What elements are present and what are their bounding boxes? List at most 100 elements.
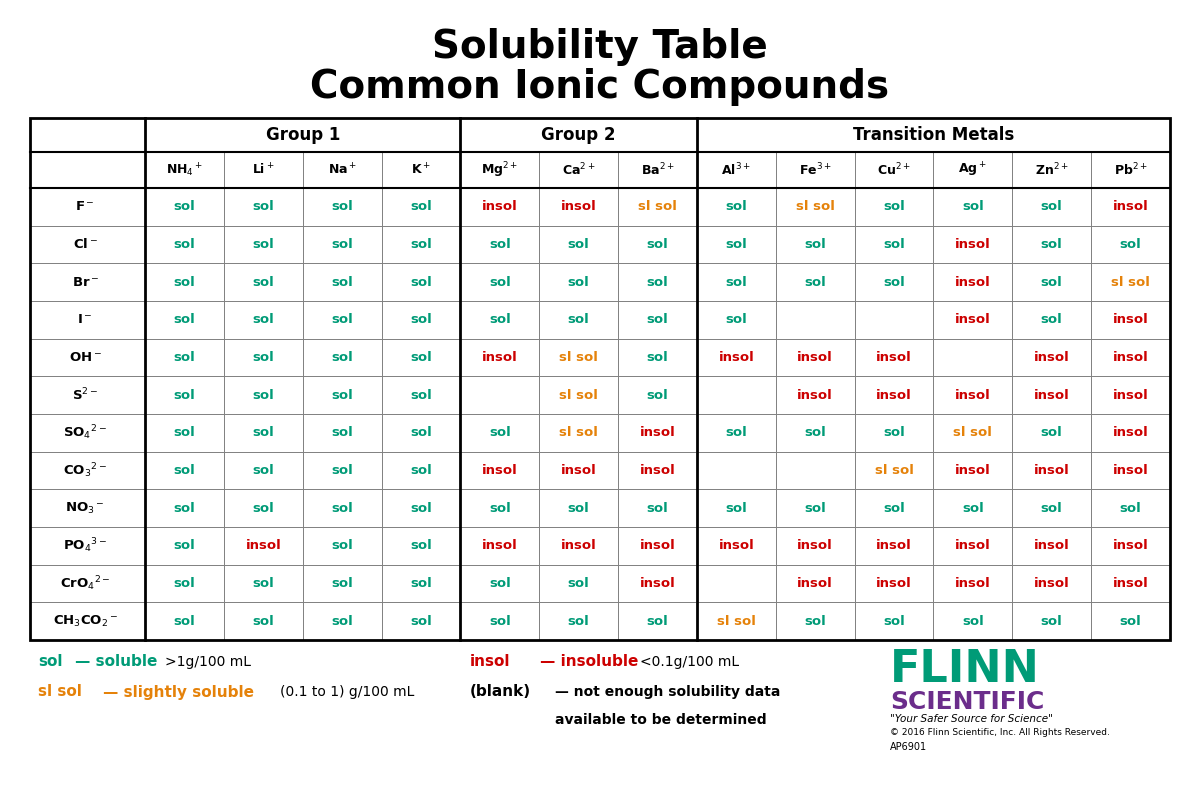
- Text: NH$_4$$^+$: NH$_4$$^+$: [166, 162, 203, 178]
- Bar: [775, 414, 854, 452]
- Bar: [775, 226, 854, 263]
- Bar: [539, 152, 618, 188]
- Text: sol: sol: [410, 200, 432, 214]
- Bar: [302, 338, 382, 376]
- Bar: [224, 263, 302, 301]
- Bar: [934, 452, 1013, 490]
- Text: sol: sol: [174, 577, 196, 590]
- Text: sol: sol: [726, 238, 748, 251]
- Text: insol: insol: [640, 577, 676, 590]
- Text: sol: sol: [883, 614, 905, 628]
- Text: sol: sol: [331, 502, 353, 514]
- Text: sol: sol: [331, 614, 353, 628]
- Text: insol: insol: [876, 389, 912, 402]
- Text: sol: sol: [410, 351, 432, 364]
- Text: sol: sol: [252, 577, 274, 590]
- Text: sol: sol: [568, 238, 589, 251]
- Text: Ag$^+$: Ag$^+$: [959, 161, 988, 179]
- Text: sol: sol: [174, 426, 196, 439]
- Text: insol: insol: [640, 464, 676, 477]
- Text: — slightly soluble: — slightly soluble: [103, 685, 254, 699]
- Text: insol: insol: [482, 351, 517, 364]
- Text: insol: insol: [1034, 464, 1069, 477]
- Bar: [302, 226, 382, 263]
- Text: sol: sol: [331, 200, 353, 214]
- Bar: [382, 263, 461, 301]
- Text: sol: sol: [647, 314, 668, 326]
- Text: insol: insol: [1112, 200, 1148, 214]
- Bar: [30, 118, 145, 188]
- Text: sl sol: sl sol: [1111, 276, 1150, 289]
- Bar: [30, 226, 145, 263]
- Bar: [1091, 226, 1170, 263]
- Text: insol: insol: [797, 351, 833, 364]
- Text: sol: sol: [883, 238, 905, 251]
- Text: insol: insol: [1034, 577, 1069, 590]
- Bar: [145, 565, 224, 602]
- Bar: [461, 152, 539, 188]
- Bar: [1013, 490, 1091, 527]
- Text: sol: sol: [883, 426, 905, 439]
- Bar: [461, 301, 539, 338]
- Bar: [382, 188, 461, 226]
- Bar: [539, 527, 618, 565]
- Bar: [224, 338, 302, 376]
- Text: Ba$^{2+}$: Ba$^{2+}$: [641, 162, 674, 178]
- Bar: [30, 338, 145, 376]
- Text: NO$_3$$^-$: NO$_3$$^-$: [66, 501, 104, 516]
- Text: Br$^-$: Br$^-$: [72, 276, 98, 289]
- Text: sol: sol: [410, 314, 432, 326]
- Text: insol: insol: [1034, 539, 1069, 552]
- Text: sol: sol: [410, 276, 432, 289]
- Bar: [302, 602, 382, 640]
- Text: sl sol: sl sol: [559, 351, 598, 364]
- Bar: [1013, 414, 1091, 452]
- Text: insol: insol: [876, 577, 912, 590]
- Text: © 2016 Flinn Scientific, Inc. All Rights Reserved.: © 2016 Flinn Scientific, Inc. All Rights…: [890, 728, 1110, 737]
- Bar: [934, 263, 1013, 301]
- Bar: [697, 490, 775, 527]
- Bar: [539, 226, 618, 263]
- Bar: [145, 118, 461, 152]
- Bar: [934, 490, 1013, 527]
- Bar: [461, 490, 539, 527]
- Text: sol: sol: [252, 276, 274, 289]
- Bar: [1091, 301, 1170, 338]
- Text: sol: sol: [1040, 276, 1063, 289]
- Bar: [539, 414, 618, 452]
- Text: sol: sol: [488, 276, 511, 289]
- Text: sol: sol: [252, 464, 274, 477]
- Text: sol: sol: [252, 614, 274, 628]
- Text: >1g/100 mL: >1g/100 mL: [166, 655, 251, 669]
- Text: Fe$^{3+}$: Fe$^{3+}$: [799, 162, 832, 178]
- Bar: [224, 376, 302, 414]
- Bar: [145, 338, 224, 376]
- Text: Solubility Table: Solubility Table: [432, 28, 768, 66]
- Bar: [697, 527, 775, 565]
- Text: sol: sol: [252, 200, 274, 214]
- Bar: [461, 118, 697, 152]
- Bar: [854, 376, 934, 414]
- Text: sol: sol: [252, 389, 274, 402]
- Bar: [1013, 152, 1091, 188]
- Text: Group 2: Group 2: [541, 126, 616, 144]
- Text: insol: insol: [1112, 539, 1148, 552]
- Text: sl sol: sl sol: [875, 464, 913, 477]
- Text: sol: sol: [174, 238, 196, 251]
- Bar: [539, 565, 618, 602]
- Bar: [697, 188, 775, 226]
- Text: insol: insol: [1112, 351, 1148, 364]
- Bar: [30, 527, 145, 565]
- Text: sol: sol: [568, 502, 589, 514]
- Text: sol: sol: [331, 389, 353, 402]
- Bar: [854, 301, 934, 338]
- Bar: [1091, 152, 1170, 188]
- Text: sol: sol: [1120, 238, 1141, 251]
- Bar: [775, 565, 854, 602]
- Bar: [934, 527, 1013, 565]
- Bar: [934, 338, 1013, 376]
- Bar: [697, 602, 775, 640]
- Text: sol: sol: [410, 389, 432, 402]
- Bar: [145, 226, 224, 263]
- Text: SCIENTIFIC: SCIENTIFIC: [890, 690, 1044, 714]
